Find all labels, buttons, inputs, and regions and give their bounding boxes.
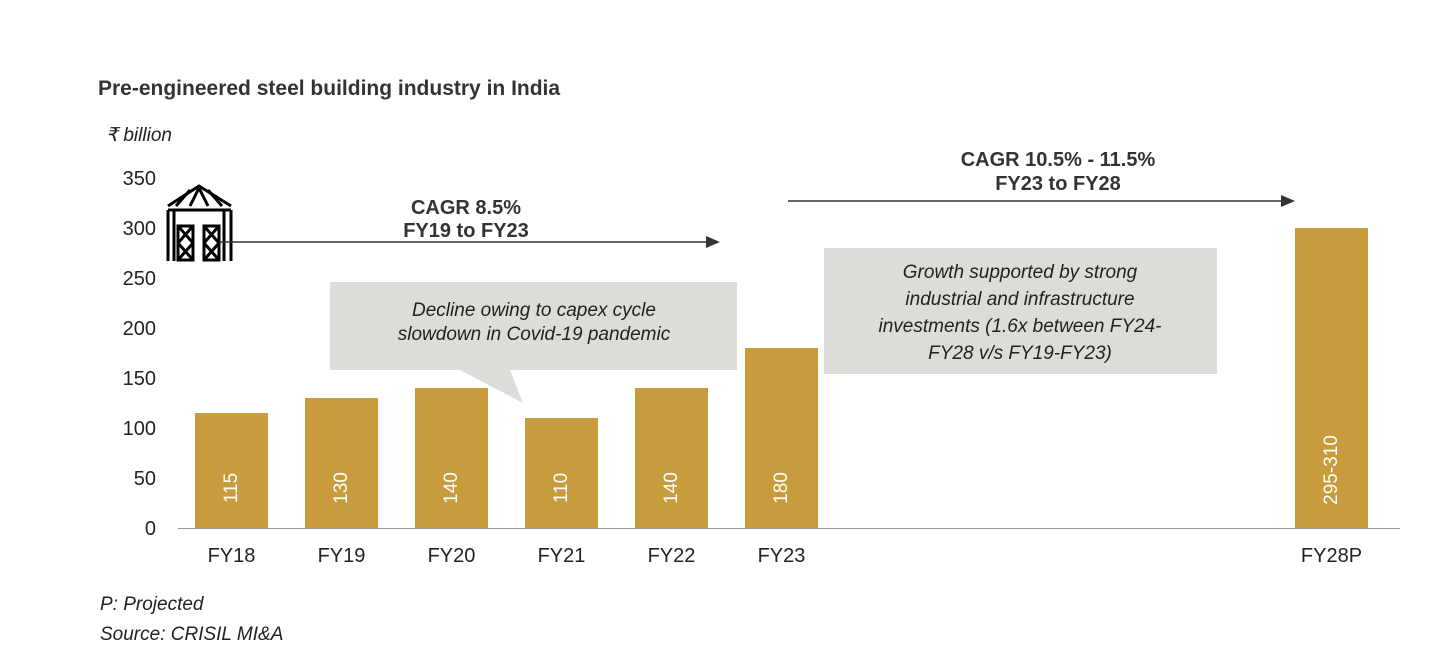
callout-growth-line-2: industrial and infrastructure [905, 289, 1134, 310]
callout-growth-line-1: Growth supported by strong [903, 262, 1138, 283]
callout-covid-line-1: Decline owing to capex cycle [412, 300, 656, 321]
x-tick-label: FY23 [758, 545, 806, 567]
x-tick-label: FY22 [648, 545, 696, 567]
bar-fy22 [635, 388, 708, 528]
callout-growth-line-3: investments (1.6x between FY24- [878, 316, 1161, 337]
callout-growth-line-4: FY28 v/s FY19-FY23) [928, 343, 1112, 364]
cagr-2-line-2: FY23 to FY28 [995, 173, 1121, 195]
x-tick-label: FY21 [538, 545, 586, 567]
bar-fy19 [305, 398, 378, 528]
data-label: 140 [661, 472, 682, 504]
cagr-arrow-1 [219, 236, 720, 248]
bar-fy23 [745, 348, 818, 528]
callout-covid-line-2: slowdown in Covid-19 pandemic [398, 324, 671, 345]
x-tick-label: FY18 [208, 545, 256, 567]
data-label: 295-310 [1321, 435, 1342, 505]
chart-title: Pre-engineered steel building industry i… [98, 77, 560, 100]
x-tick-label: FY28P [1301, 545, 1362, 567]
y-tick-label: 200 [123, 318, 156, 340]
y-tick-label: 300 [123, 218, 156, 240]
footnote-source: Source: CRISIL MI&A [100, 624, 283, 645]
y-tick-label: 350 [123, 168, 156, 190]
cagr-1-line-1: CAGR 8.5% [411, 197, 521, 219]
y-axis-label: ₹ billion [106, 125, 172, 146]
bar-fy21 [525, 418, 598, 528]
y-tick-label: 250 [123, 268, 156, 290]
data-label: 140 [441, 472, 462, 504]
y-tick-label: 0 [145, 518, 156, 540]
bar-fy20 [415, 388, 488, 528]
y-tick-label: 100 [123, 418, 156, 440]
bar-fy18 [195, 413, 268, 528]
bar-fy28p [1295, 228, 1368, 528]
building-icon [166, 184, 233, 262]
y-tick-label: 150 [123, 368, 156, 390]
x-tick-label: FY20 [428, 545, 476, 567]
data-label: 180 [771, 472, 792, 504]
cagr-1-line-2: FY19 to FY23 [403, 220, 529, 242]
data-label: 130 [331, 472, 352, 504]
footnote-projected: P: Projected [100, 594, 205, 615]
callout-growth: Growth supported by strong industrial an… [824, 248, 1217, 374]
cagr-2-line-1: CAGR 10.5% - 11.5% [961, 149, 1156, 171]
y-tick-label: 50 [134, 468, 156, 490]
data-label: 110 [551, 473, 572, 503]
cagr-arrow-2 [788, 195, 1295, 207]
data-label: 115 [221, 473, 242, 503]
x-tick-label: FY19 [318, 545, 366, 567]
callout-covid: Decline owing to capex cycle slowdown in… [330, 282, 737, 403]
